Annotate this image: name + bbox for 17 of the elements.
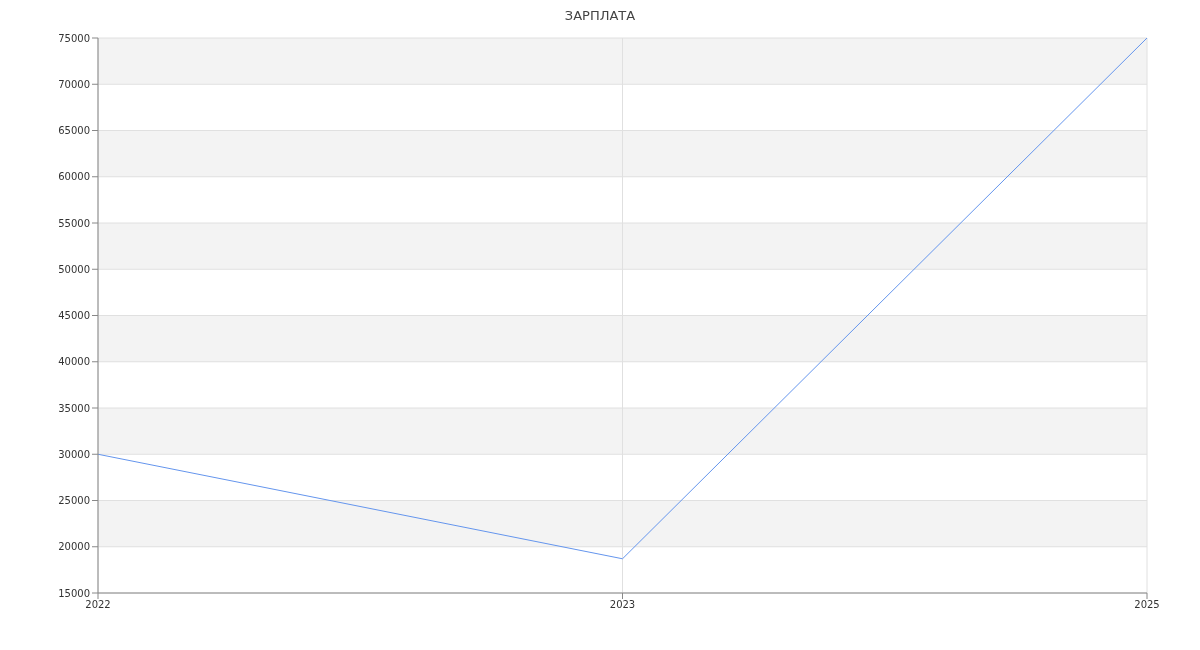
y-tick-label: 15000	[58, 587, 90, 599]
y-tick-label: 65000	[58, 125, 90, 137]
y-tick-label: 20000	[58, 541, 90, 553]
y-tick-label: 35000	[58, 402, 90, 414]
chart-title: ЗАРПЛАТА	[563, 8, 637, 23]
y-tick-label: 70000	[58, 78, 90, 90]
y-tick-label: 55000	[58, 217, 90, 229]
x-tick-label: 2025	[1134, 599, 1160, 611]
y-tick-label: 30000	[58, 448, 90, 460]
y-tick-label: 25000	[58, 495, 90, 507]
y-tick-label: 50000	[58, 263, 90, 275]
y-tick-label: 45000	[58, 310, 90, 322]
x-tick-label: 2023	[609, 599, 636, 611]
y-tick-label: 75000	[58, 32, 90, 44]
x-tick-label: 2022	[85, 599, 111, 611]
y-tick-label: 40000	[58, 356, 90, 368]
y-tick-label: 60000	[58, 171, 90, 183]
